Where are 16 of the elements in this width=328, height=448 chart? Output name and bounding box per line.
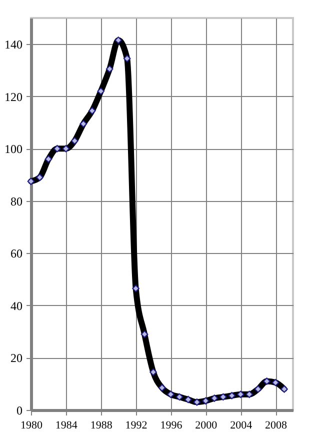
x-tick-label: 2008 [265, 420, 288, 432]
y-tick-label: 100 [4, 142, 22, 156]
y-tick-label: 60 [10, 246, 22, 261]
y-tick-label: 40 [10, 298, 22, 313]
y-tick-label: 20 [10, 351, 22, 366]
y-tick-label: 0 [16, 404, 22, 418]
y-tick-label: 80 [10, 194, 22, 208]
y-tick-label: 120 [4, 90, 22, 104]
x-tick-label: 1996 [160, 420, 183, 432]
x-tick-label: 2000 [195, 420, 218, 432]
x-tick-label: 1984 [55, 420, 78, 432]
x-tick-label: 1988 [90, 420, 113, 432]
y-tick-label: 140 [4, 38, 22, 52]
x-tick-label: 2004 [230, 420, 253, 432]
x-tick-label: 1992 [125, 420, 148, 432]
x-tick-label: 1980 [20, 420, 43, 432]
